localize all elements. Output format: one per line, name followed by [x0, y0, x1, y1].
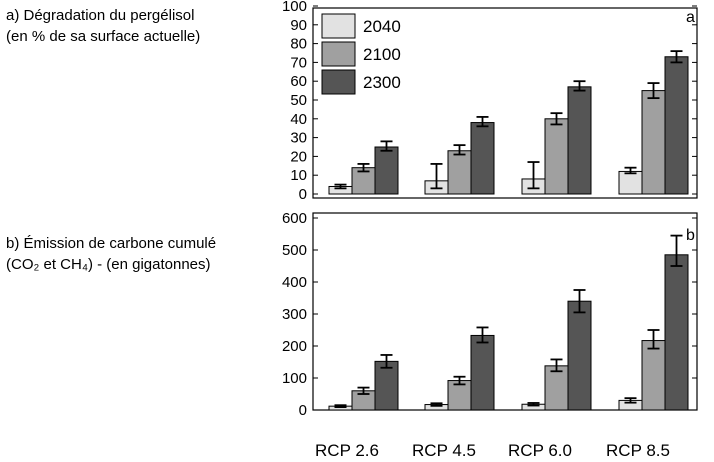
panel-b-label: b) Émission de carbone cumulé (CO₂ et CH…: [6, 233, 216, 275]
y-tick-label: 0: [299, 402, 307, 419]
y-tick-label: 90: [290, 17, 307, 34]
panel-b-label-line1: b) Émission de carbone cumulé: [6, 235, 217, 252]
bar: [374, 146, 399, 195]
y-tick-label: 0: [299, 186, 307, 203]
panel-a-label-line1: a) Dégradation du pergélisol: [6, 7, 195, 24]
legend-swatch: [321, 69, 356, 95]
bar: [641, 90, 666, 195]
panel-a-label-line2: (en % de sa surface actuelle): [6, 28, 201, 45]
y-tick-label: 60: [290, 73, 307, 90]
y-tick-label: 10: [290, 167, 307, 184]
bar: [664, 254, 689, 411]
y-tick-label: 500: [282, 242, 307, 259]
y-tick-label: 70: [290, 54, 307, 71]
y-tick-label: 40: [290, 111, 307, 128]
legend-label: 2300: [363, 73, 401, 92]
bar: [664, 56, 689, 195]
bar: [544, 118, 569, 195]
legend-swatch: [321, 41, 356, 67]
bar: [567, 86, 592, 195]
plot-frame: [312, 212, 698, 411]
y-tick-label: 20: [290, 148, 307, 165]
y-tick-label: 100: [282, 0, 307, 15]
panel-a-label: a) Dégradation du pergélisol (en % de sa…: [6, 5, 200, 47]
bar: [470, 122, 495, 195]
panel-b-label-line2: (CO₂ et CH₄) - (en gigatonnes): [6, 256, 211, 273]
bar: [447, 150, 472, 195]
category-label: RCP 4.5: [412, 441, 476, 460]
y-tick-label: 200: [282, 338, 307, 355]
panel-tag: a: [686, 9, 695, 26]
category-label: RCP 6.0: [508, 441, 572, 460]
category-label: RCP 2.6: [315, 441, 379, 460]
bar: [544, 365, 569, 411]
y-tick-label: 600: [282, 210, 307, 227]
y-tick-label: 80: [290, 36, 307, 53]
plot-frame: [312, 7, 698, 199]
category-label: RCP 8.5: [606, 441, 670, 460]
y-tick-label: 400: [282, 274, 307, 291]
legend-label: 2040: [363, 17, 401, 36]
y-tick-label: 30: [290, 130, 307, 147]
bar: [618, 170, 643, 195]
y-tick-label: 50: [290, 92, 307, 109]
legend-swatch: [321, 13, 356, 39]
y-tick-label: 100: [282, 370, 307, 387]
y-tick-label: 300: [282, 306, 307, 323]
bar: [641, 340, 666, 411]
legend-label: 2100: [363, 45, 401, 64]
bar: [470, 334, 495, 411]
panel-tag: b: [686, 227, 695, 244]
bar: [567, 300, 592, 411]
